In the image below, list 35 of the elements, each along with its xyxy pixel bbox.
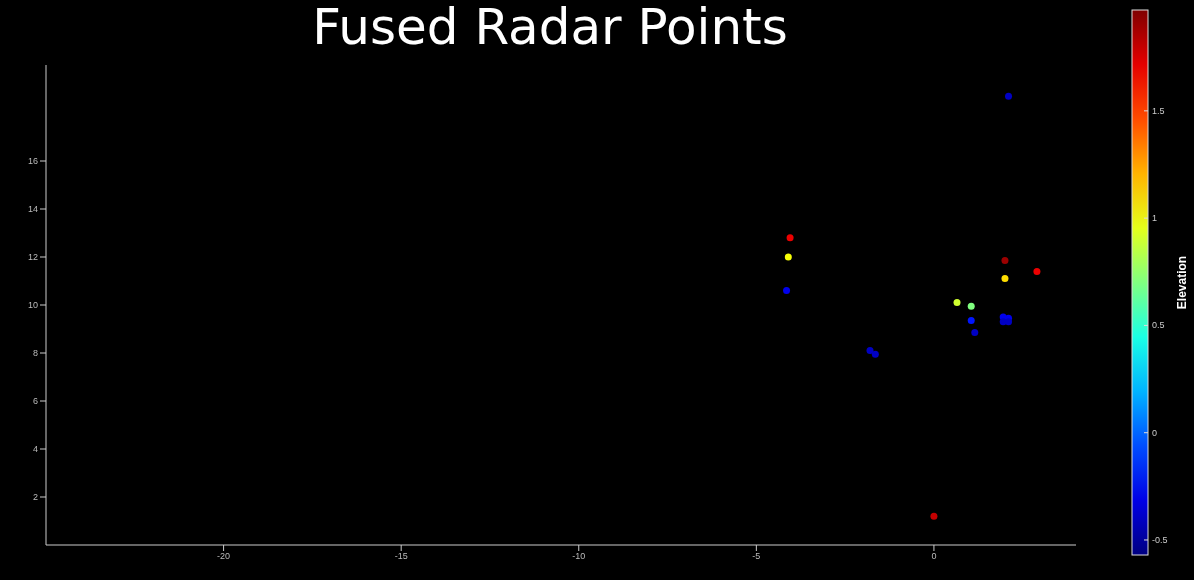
point xyxy=(953,299,961,307)
color-bar-label: 1 xyxy=(1152,213,1158,224)
x-tick-label: -20 xyxy=(217,551,231,562)
point xyxy=(1001,275,1009,283)
point xyxy=(784,253,792,261)
y-tick-label: 12 xyxy=(27,252,38,263)
color-bar-label: 0 xyxy=(1152,427,1158,438)
point xyxy=(1005,318,1013,326)
y-tick-label: 8 xyxy=(32,348,38,359)
point xyxy=(1005,92,1013,100)
x-tick-label: -15 xyxy=(394,551,408,562)
point xyxy=(1001,257,1009,265)
color-bar-label: 1.5 xyxy=(1152,105,1165,116)
x-tick-label: 0 xyxy=(931,551,937,562)
point xyxy=(871,350,879,358)
point xyxy=(930,512,938,520)
x-tick-label: -10 xyxy=(572,551,586,562)
point xyxy=(783,287,791,295)
point xyxy=(1033,267,1041,275)
x-tick-label: -5 xyxy=(752,551,761,562)
y-tick-label: 14 xyxy=(27,204,38,215)
y-tick-label: 6 xyxy=(32,396,38,407)
point xyxy=(967,317,975,325)
color-bar-label: -0.5 xyxy=(1152,534,1168,545)
y-tick-label: 16 xyxy=(27,156,38,167)
y-tick-label: 4 xyxy=(32,444,38,455)
point xyxy=(967,302,975,310)
point xyxy=(786,234,794,242)
color-bar-title: Elevation xyxy=(1175,255,1189,310)
point xyxy=(971,329,979,337)
point xyxy=(866,347,874,355)
y-tick-label: 10 xyxy=(27,300,38,311)
color-bar-label: 0.5 xyxy=(1152,320,1165,331)
y-tick-label: 2 xyxy=(32,492,38,503)
chart-title: Fused Radar Points xyxy=(311,0,789,56)
